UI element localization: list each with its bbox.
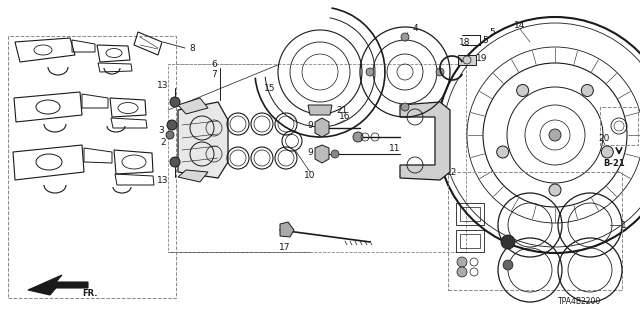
Text: 13: 13 (157, 81, 169, 90)
Circle shape (581, 84, 593, 97)
Text: 15: 15 (264, 84, 276, 92)
Circle shape (166, 131, 174, 139)
Text: 10: 10 (304, 171, 316, 180)
Bar (456, 203, 484, 225)
Circle shape (170, 157, 180, 167)
Polygon shape (315, 118, 329, 137)
Circle shape (457, 257, 467, 267)
Text: 12: 12 (446, 167, 458, 177)
Text: 9: 9 (307, 148, 313, 156)
Text: 13: 13 (157, 175, 169, 185)
Text: 14: 14 (515, 20, 525, 29)
Circle shape (501, 235, 515, 249)
Polygon shape (28, 275, 88, 295)
Text: 17: 17 (279, 244, 291, 252)
Text: 1: 1 (621, 220, 627, 229)
Bar (460, 234, 480, 248)
Circle shape (167, 120, 177, 130)
Circle shape (457, 267, 467, 277)
Text: 11: 11 (389, 143, 401, 153)
Text: B-21: B-21 (603, 158, 625, 167)
Bar (448, 172, 622, 290)
Text: 4: 4 (412, 23, 418, 33)
Polygon shape (178, 102, 228, 178)
Text: 18: 18 (460, 37, 471, 46)
Circle shape (497, 146, 509, 158)
Text: 2: 2 (160, 138, 166, 147)
Bar (600, 107, 638, 145)
Text: 8: 8 (189, 44, 195, 52)
Text: 7: 7 (211, 69, 217, 78)
Polygon shape (280, 222, 294, 237)
Bar (456, 230, 484, 252)
Circle shape (170, 97, 180, 107)
Circle shape (602, 146, 613, 158)
Text: 6: 6 (211, 60, 217, 68)
Polygon shape (400, 102, 450, 180)
Polygon shape (178, 98, 208, 114)
Polygon shape (315, 145, 329, 163)
Text: 9: 9 (307, 121, 313, 130)
Circle shape (549, 184, 561, 196)
Text: 20: 20 (598, 133, 610, 142)
Bar (168, 64, 466, 252)
Text: 21: 21 (336, 106, 348, 115)
Text: 16: 16 (339, 111, 351, 121)
Text: TPA4B2200: TPA4B2200 (558, 298, 602, 307)
Text: 3: 3 (158, 125, 164, 134)
Circle shape (401, 103, 409, 111)
Circle shape (549, 129, 561, 141)
Text: 5: 5 (482, 36, 488, 44)
Circle shape (331, 150, 339, 158)
Text: 5: 5 (489, 28, 495, 36)
Polygon shape (308, 105, 332, 115)
Bar (460, 207, 480, 221)
Text: FR.: FR. (82, 290, 97, 299)
Circle shape (516, 84, 529, 97)
Polygon shape (178, 170, 208, 182)
Bar (8, 36, 176, 298)
Text: 19: 19 (476, 53, 488, 62)
Circle shape (401, 33, 409, 41)
Polygon shape (458, 55, 476, 65)
Circle shape (366, 68, 374, 76)
Circle shape (436, 68, 444, 76)
Circle shape (503, 260, 513, 270)
Circle shape (353, 132, 363, 142)
